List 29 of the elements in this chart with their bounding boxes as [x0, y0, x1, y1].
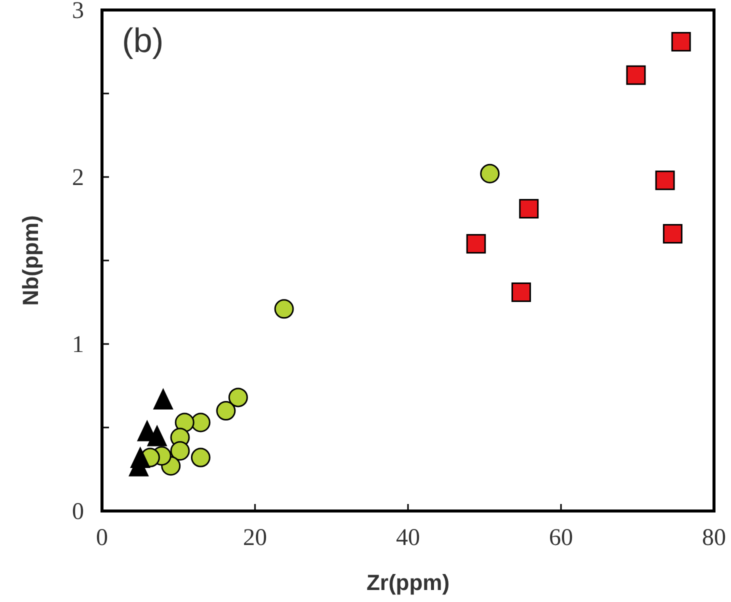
point: [466, 234, 486, 254]
x-tick-label: 0: [96, 525, 108, 551]
point: [626, 65, 646, 85]
point: [216, 401, 236, 421]
point: [480, 164, 500, 184]
annotation: (b): [122, 22, 164, 60]
point: [655, 170, 675, 190]
point: [174, 412, 194, 432]
point: [511, 282, 531, 302]
y-axis-title: Nb(ppm): [18, 215, 43, 306]
y-tick-label: 2: [72, 165, 84, 191]
point: [190, 412, 210, 432]
point: [519, 198, 539, 218]
x-tick-label: 40: [396, 525, 420, 551]
point: [190, 448, 210, 468]
point: [147, 426, 167, 446]
y-tick-label: 1: [72, 332, 84, 358]
x-tick-label: 20: [243, 525, 267, 551]
y-tick-label: 0: [72, 499, 84, 525]
point: [671, 32, 691, 52]
point: [170, 441, 190, 461]
point: [228, 388, 248, 408]
x-axis-title: Zr(ppm): [366, 570, 450, 595]
point: [153, 389, 173, 410]
x-tick-label: 80: [702, 525, 726, 551]
point: [662, 224, 682, 244]
x-tick-label: 60: [549, 525, 573, 551]
y-tick-label: 3: [72, 0, 84, 24]
point: [274, 299, 294, 319]
